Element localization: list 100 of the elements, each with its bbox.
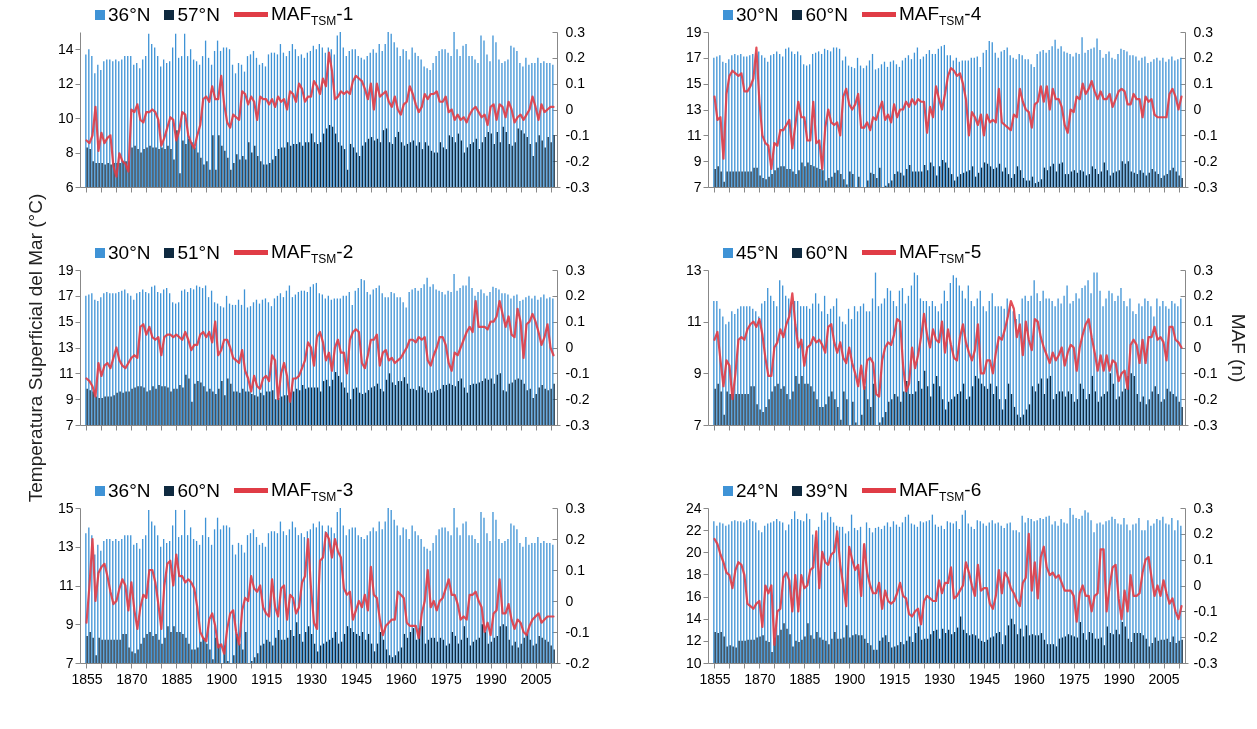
y-tick-label: 20 bbox=[685, 543, 702, 560]
y2-tick-label: 0 bbox=[565, 339, 574, 355]
y-tick-label: 18 bbox=[685, 565, 702, 582]
y2-tick-label: 0.3 bbox=[1193, 499, 1214, 516]
y-tick-label: 19 bbox=[685, 23, 702, 40]
x-tick-label: 1870 bbox=[116, 670, 148, 687]
y2-tick-label: -0.3 bbox=[1193, 416, 1218, 433]
y2-tick-label: -0.2 bbox=[1193, 390, 1218, 407]
x-tick-label: 2005 bbox=[520, 670, 552, 687]
y2-tick-label: -0.1 bbox=[565, 364, 590, 381]
legend-label: 51°N bbox=[177, 242, 220, 264]
y2-tick-label: -0.3 bbox=[565, 416, 590, 433]
y2-tick-label: -0.1 bbox=[1193, 364, 1218, 381]
y2-tick-label: 0.1 bbox=[1193, 551, 1214, 568]
x-tick-label: 1960 bbox=[1013, 670, 1046, 687]
legend-label: 30°N bbox=[108, 242, 151, 264]
y2-tick-label: -0.2 bbox=[565, 654, 590, 671]
y-tick-label: 17 bbox=[57, 287, 74, 304]
y2-tick-label: 0 bbox=[565, 592, 574, 609]
legend-label: MAF$_{TSM}$-4 bbox=[898, 2, 982, 28]
y-tick-label: 17 bbox=[685, 49, 702, 66]
legend-label: 45°N bbox=[736, 242, 779, 264]
y-tick-label: 14 bbox=[57, 40, 74, 57]
legend-label: 60°N bbox=[177, 480, 220, 502]
y-tick-label: 9 bbox=[65, 390, 74, 407]
x-tick-label: 1975 bbox=[1058, 670, 1091, 687]
y2-tick-label: -0.1 bbox=[1193, 126, 1218, 143]
y2-tick-label: 0 bbox=[1193, 577, 1202, 593]
y2-tick-label: 0.3 bbox=[1193, 23, 1214, 40]
legend-label: MAF$_{TSM}$-5 bbox=[898, 240, 982, 266]
y-tick-label: 7 bbox=[693, 178, 702, 195]
y-tick-label: 9 bbox=[65, 615, 74, 632]
y-tick-label: 22 bbox=[685, 521, 702, 538]
y-tick-label: 13 bbox=[685, 101, 702, 117]
legend-label: 24°N bbox=[736, 480, 779, 502]
y2-tick-label: 0.2 bbox=[1193, 49, 1214, 66]
y2-tick-label: -0.3 bbox=[1193, 178, 1218, 195]
x-tick-label: 1945 bbox=[968, 670, 1001, 687]
y-tick-label: 9 bbox=[693, 364, 702, 381]
legend-label: 36°N bbox=[108, 480, 151, 502]
x-tick-label: 1945 bbox=[340, 670, 373, 687]
y2-tick-label: 0.2 bbox=[565, 49, 586, 66]
legend-label: 60°N bbox=[805, 242, 848, 264]
x-tick-label: 1930 bbox=[923, 670, 956, 687]
legend-label: MAF$_{TSM}$-2 bbox=[270, 240, 354, 266]
y2-tick-label: 0.1 bbox=[565, 561, 586, 578]
y2-tick-label: -0.1 bbox=[1193, 602, 1218, 619]
y-tick-label: 11 bbox=[58, 364, 74, 381]
y-tick-label: 14 bbox=[685, 610, 702, 627]
y-tick-label: 13 bbox=[57, 538, 74, 555]
y-tick-label: 12 bbox=[685, 632, 702, 649]
y2-tick-label: -0.2 bbox=[565, 390, 590, 407]
y2-tick-label: -0.1 bbox=[565, 623, 590, 640]
y2-tick-label: 0 bbox=[1193, 101, 1202, 117]
legend-label: 57°N bbox=[177, 4, 220, 26]
x-tick-label: 2005 bbox=[1148, 670, 1180, 687]
x-tick-label: 1915 bbox=[879, 670, 911, 687]
y2-tick-label: -0.3 bbox=[1193, 654, 1218, 671]
y2-tick-label: 0.3 bbox=[1193, 261, 1214, 278]
y2-tick-label: 0.1 bbox=[565, 313, 586, 330]
legend-label: MAF$_{TSM}$-3 bbox=[270, 478, 354, 504]
x-tick-label: 1870 bbox=[744, 670, 776, 687]
y2-tick-label: 0 bbox=[1193, 339, 1202, 355]
x-tick-label: 1975 bbox=[430, 670, 463, 687]
y2-tick-label: 0.3 bbox=[565, 261, 586, 278]
x-tick-label: 1900 bbox=[834, 670, 866, 687]
y-tick-label: 10 bbox=[685, 654, 702, 671]
y-tick-label: 13 bbox=[57, 339, 74, 355]
y2-tick-label: -0.2 bbox=[1193, 152, 1218, 169]
x-tick-label: 1885 bbox=[161, 670, 193, 687]
y-tick-label: 7 bbox=[65, 654, 74, 671]
x-tick-label: 1900 bbox=[206, 670, 238, 687]
y2-tick-label: 0.2 bbox=[565, 530, 586, 547]
legend-label: 60°N bbox=[805, 4, 848, 26]
y-tick-label: 24 bbox=[685, 499, 702, 516]
y2-axis-title: MAF (n) bbox=[1227, 313, 1249, 383]
y-tick-label: 6 bbox=[65, 178, 74, 195]
legend-label: 39°N bbox=[805, 480, 848, 502]
x-tick-label: 1930 bbox=[295, 670, 328, 687]
y2-tick-label: 0.2 bbox=[1193, 525, 1214, 542]
x-tick-label: 1990 bbox=[475, 670, 507, 687]
y2-tick-label: 0.3 bbox=[565, 23, 586, 40]
x-tick-label: 1990 bbox=[1103, 670, 1135, 687]
y2-tick-label: 0.2 bbox=[565, 287, 586, 304]
y-tick-label: 10 bbox=[57, 109, 74, 126]
y-tick-label: 7 bbox=[693, 416, 702, 433]
y2-tick-label: -0.2 bbox=[1193, 628, 1218, 645]
legend-label: 36°N bbox=[108, 4, 151, 26]
y2-tick-label: -0.1 bbox=[565, 126, 590, 143]
y2-tick-label: -0.3 bbox=[565, 178, 590, 195]
x-tick-label: 1855 bbox=[699, 670, 731, 687]
y-tick-label: 11 bbox=[686, 126, 702, 143]
x-tick-label: 1915 bbox=[251, 670, 283, 687]
x-tick-label: 1960 bbox=[385, 670, 418, 687]
y-tick-label: 19 bbox=[57, 261, 74, 278]
legend-label: MAF$_{TSM}$-6 bbox=[898, 478, 982, 504]
y-tick-label: 13 bbox=[685, 261, 702, 278]
y2-tick-label: 0 bbox=[565, 101, 574, 117]
y-tick-label: 16 bbox=[685, 588, 702, 605]
y-tick-label: 11 bbox=[58, 577, 74, 593]
